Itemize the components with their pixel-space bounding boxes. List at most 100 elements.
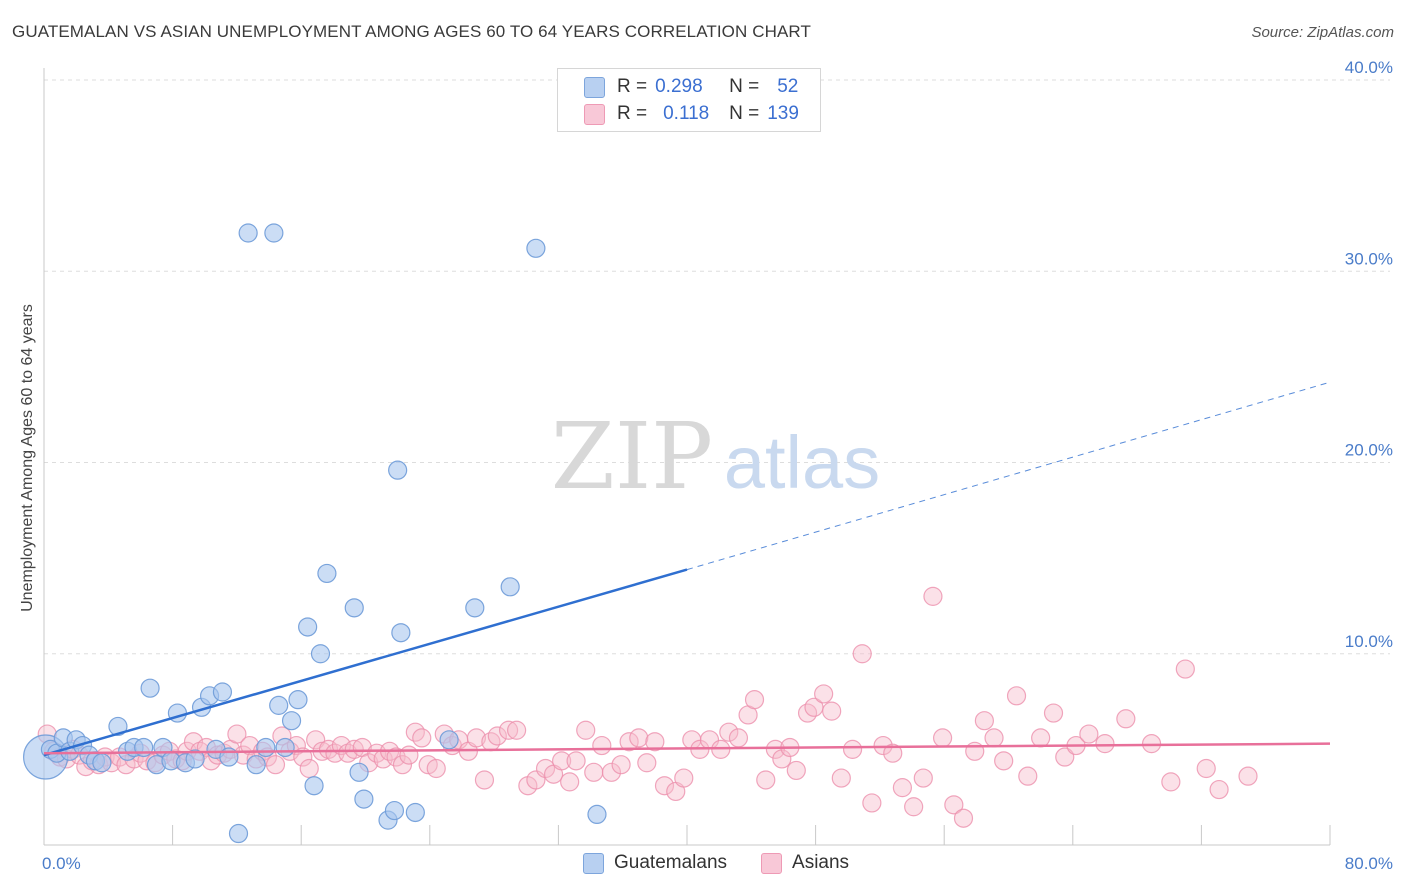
asians-swatch	[584, 103, 605, 125]
guatemalans-point	[256, 737, 276, 758]
guatemalans-swatch	[584, 76, 605, 98]
asians-point	[1095, 734, 1115, 754]
asians-point	[674, 768, 694, 788]
legend-r-label: R =	[617, 76, 648, 97]
asians-point	[1116, 709, 1136, 729]
guatemalans-point	[526, 238, 546, 258]
series-legend: Guatemalans Asians	[583, 852, 883, 874]
x-tick-label: 80.0%	[1345, 854, 1393, 873]
guatemalans-swatch	[583, 852, 604, 874]
asians-point	[392, 755, 413, 775]
asians-point	[552, 751, 572, 771]
guatemalans-point	[269, 695, 289, 715]
legend-n-label: N =	[729, 76, 760, 97]
asians-point	[831, 768, 851, 788]
asians-point	[265, 755, 286, 775]
asians-point	[299, 758, 319, 779]
asians-point	[507, 720, 527, 740]
legend-row-asians: R = 0.118 N = 139	[584, 102, 799, 126]
asians-point	[619, 732, 639, 752]
guatemalans-point	[391, 623, 411, 643]
guatemalans-point	[344, 598, 364, 618]
guatemalans-point	[246, 755, 266, 775]
asians-point	[466, 728, 487, 748]
asians-point	[728, 728, 749, 748]
guatemalans-point	[108, 716, 128, 737]
asians-point	[498, 720, 519, 740]
asians-point	[765, 739, 786, 759]
guatemalans-point	[388, 460, 408, 480]
guatemalans-point	[212, 682, 233, 702]
y-tick-label: 20.0%	[1345, 441, 1393, 460]
guatemalans-point	[264, 223, 284, 243]
guatemalans-point	[587, 804, 607, 825]
asians-point	[904, 797, 924, 817]
guatemalans-point	[439, 730, 459, 750]
gridlines	[44, 79, 1390, 655]
asians-point	[645, 732, 665, 752]
asians-point	[744, 690, 765, 710]
asians-point	[1161, 772, 1181, 792]
watermark-zip: ZIP	[551, 403, 713, 510]
watermark-atlas: atlas	[724, 421, 880, 504]
asians-point	[1031, 728, 1051, 748]
asians-point	[1238, 766, 1258, 786]
chart-title: GUATEMALAN VS ASIAN UNEMPLOYMENT AMONG A…	[12, 22, 811, 41]
asians-point	[1196, 758, 1216, 779]
watermark: ZIP atlas	[551, 403, 880, 510]
guatemalans-point	[140, 678, 160, 698]
guatemalans-point	[465, 598, 485, 618]
asians-point	[637, 753, 657, 773]
asians-point	[756, 770, 776, 790]
guatemalans-point	[185, 749, 205, 769]
legend-item-guatemalans[interactable]: Guatemalans	[583, 852, 727, 874]
x-tick-label: 0.0%	[42, 854, 81, 873]
asians-point	[1141, 734, 1162, 754]
asians-point	[974, 711, 994, 731]
y-tick-label: 10.0%	[1345, 632, 1393, 651]
asians-point	[852, 644, 872, 664]
legend-r-label: R =	[617, 103, 648, 124]
axes	[43, 68, 1331, 846]
guatemalans-point	[288, 690, 308, 710]
guatemalans-point	[310, 644, 331, 664]
guatemalans-point	[92, 753, 112, 773]
asians-point	[913, 768, 933, 788]
asians-point	[576, 720, 596, 740]
asians-point	[1175, 659, 1195, 679]
guatemalans-point	[275, 737, 295, 758]
asians-point	[892, 778, 913, 798]
asians-point	[932, 728, 953, 748]
asians-point	[883, 743, 903, 763]
guatemalans-point	[405, 802, 425, 823]
asians-point	[786, 760, 806, 781]
legend-label-asians: Asians	[792, 852, 850, 873]
asians-point	[873, 735, 893, 756]
asians-point	[227, 724, 247, 744]
asians-point	[842, 739, 863, 759]
guatemalans-trend-extension	[686, 381, 1331, 571]
asians-point	[1055, 747, 1075, 767]
guatemalans-point	[354, 789, 374, 809]
asians-point	[994, 751, 1014, 771]
legend-item-asians[interactable]: Asians	[761, 852, 849, 874]
asians-swatch	[761, 852, 783, 874]
asians-points	[37, 586, 1258, 828]
asians-point	[984, 728, 1004, 748]
guatemalans-points	[23, 223, 607, 844]
asians-point	[822, 701, 842, 721]
asians-point	[923, 586, 943, 606]
asians-point	[629, 728, 649, 748]
asians-trend-line	[43, 742, 1331, 755]
asians-point	[1018, 766, 1038, 786]
guatemalans-point	[298, 617, 318, 637]
legend-r-value: 0.298	[655, 76, 703, 97]
asians-point	[719, 722, 739, 742]
legend-n-value: 139	[767, 103, 799, 124]
asians-point	[399, 745, 419, 765]
y-tick-label: 40.0%	[1345, 58, 1393, 77]
asians-point	[1209, 779, 1229, 800]
guatemalans-point	[238, 223, 258, 243]
asians-point	[772, 749, 792, 769]
asians-point	[560, 772, 580, 792]
